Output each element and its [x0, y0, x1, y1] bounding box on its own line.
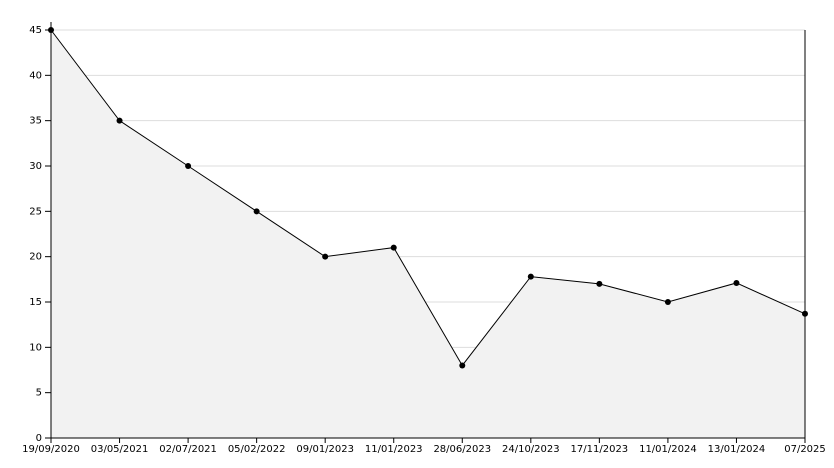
point — [48, 27, 54, 33]
y-tick-label: 30 — [29, 161, 42, 172]
x-tick-label: 28/06/2023 — [433, 444, 491, 455]
point — [527, 273, 534, 280]
point — [253, 208, 260, 215]
point — [390, 244, 397, 251]
y-tick-label: 40 — [29, 70, 42, 81]
y-tick-label: 15 — [29, 297, 42, 308]
point — [322, 253, 329, 260]
x-tick-label: 19/09/2020 — [22, 444, 80, 455]
point — [459, 362, 466, 369]
point — [596, 280, 603, 287]
y-tick-label: 35 — [29, 116, 42, 127]
point — [116, 117, 123, 124]
x-tick-label: 03/05/2021 — [91, 444, 149, 455]
y-tick-label: 25 — [29, 206, 42, 217]
y-tick-label: 10 — [29, 342, 42, 353]
y-tick-label: 0 — [36, 433, 42, 444]
x-tick-label: 11/01/2024 — [639, 444, 697, 455]
x-tick-label: 07/2025 — [784, 444, 826, 455]
point — [185, 163, 192, 169]
x-tick-label: 24/10/2023 — [502, 444, 560, 455]
x-tick-label: 09/01/2023 — [296, 444, 354, 455]
point — [664, 299, 671, 305]
x-tick-label: 02/07/2021 — [159, 444, 217, 455]
point — [802, 310, 808, 317]
area — [51, 30, 805, 438]
x-tick-label: 11/01/2023 — [365, 444, 423, 455]
y-tick-label: 45 — [29, 25, 42, 36]
point — [733, 279, 740, 286]
x-tick-label: 05/02/2022 — [228, 444, 286, 455]
x-tick-label: 17/11/2023 — [571, 444, 629, 455]
line — [50, 29, 806, 367]
y-tick-label: 5 — [36, 388, 42, 399]
y-tick-label: 20 — [29, 252, 42, 263]
x-tick-label: 13/01/2024 — [708, 444, 766, 455]
